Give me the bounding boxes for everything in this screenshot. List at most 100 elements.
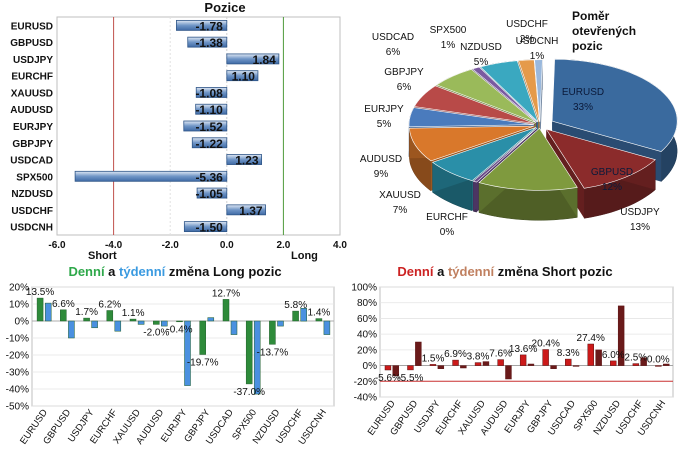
bar-spx500-s1 [587,343,594,366]
pie-slice-usdcad [436,69,537,123]
data-label-gbpjpy: 20.4% [532,339,560,350]
category-label-usdchf: USDCHF [11,206,53,217]
short-change-title: Denní a týdenní změna Short pozic [397,264,612,279]
x-tick-label: 2.0 [276,240,290,251]
bar-eurchf [226,70,259,82]
plot-frame [379,286,674,398]
bar-usdcad [226,154,263,165]
long-change-chart: Denní a týdenní změna Long pozic 20% 10% 0… [6,264,335,447]
bar-eurchf-s2 [460,365,467,369]
pie-pct-audusd: 9% [374,169,389,180]
y-tick-label: 0% [15,317,30,328]
data-label-nzdusd: -13.7% [257,347,289,358]
category-label-eurusd: EURUSD [11,21,53,32]
bar-spx500-s2 [595,349,602,366]
bar-spx500-s1 [245,320,253,385]
pie-title-line: otevřených [572,24,636,38]
pie-slice-xauusd [431,127,537,182]
bar-xauusd-s2 [137,320,145,325]
bar-eurjpy [183,120,228,132]
value-label-nzdusd: -1.05 [195,187,223,201]
pie-label-nzdusd: NZDUSD [460,42,502,53]
value-label-xauusd: -1.08 [195,86,223,100]
positions-title: Pozice [204,0,245,15]
bar-gbpusd-s1 [407,365,414,371]
pie-pct-eurjpy: 5% [377,119,392,130]
data-label-eurchf: 6.9% [444,349,467,360]
data-label-gbpusd: -5.5% [397,373,423,384]
pie-pct-usdjpy: 13% [630,222,650,233]
value-label-usdcad: 1.23 [235,154,259,168]
title-part: Denní [68,264,105,279]
value-label-usdcnh: -1.50 [195,221,223,235]
pie-label-eurusd: EURUSD [562,87,604,98]
pie-title-line: Poměr [572,9,610,23]
bar-usdchf-s1 [292,310,299,322]
value-label-usdchf: 1.37 [239,204,263,218]
bar-nzdusd-s2 [617,305,625,366]
pie-label-usdcad: USDCAD [372,32,414,43]
value-label-gbpjpy: -1.22 [195,137,223,151]
pie-slice-gbpusd [545,128,656,189]
long-change-title: Denní a týdenní změna Long pozic [68,264,281,279]
bar-audusd-s2 [161,320,168,327]
bar-usdcnh-s1 [315,318,323,322]
bar-gbpusd-s2 [68,320,75,339]
y-tick-label: -40% [354,393,377,404]
pie-slice-nzdusd [479,60,539,123]
bar-gbpjpy-s2 [550,365,557,369]
value-label-eurjpy: -1.52 [195,120,223,134]
title-part: Denní [397,264,434,279]
y-tick-label: -10% [6,334,29,345]
category-label-usdjpy: USDJPY [13,55,53,66]
value-label-audusd: -1.10 [195,103,223,117]
bar-eurchf-s2 [114,320,122,332]
y-tick-label: 60% [357,314,377,325]
value-label-usdjpy: 1.84 [253,53,277,67]
pie-pct-xauusd: 7% [393,205,408,216]
data-label-xauusd: 1.1% [122,308,145,319]
pie-pct-usdcad: 6% [386,47,401,58]
bar-gbpusd [187,36,228,48]
title-part: týdenní [119,264,166,279]
bar-nzdusd-s1 [269,320,276,345]
pie-slice-audusd [409,125,535,162]
bar-gbpusd-s1 [60,309,67,322]
category-label-xauusd: XAUUSD [11,88,53,99]
title-part: změna Short pozic [494,264,612,279]
data-label-audusd: -2.0% [143,327,169,338]
pie-label-gbpusd: GBPUSD [591,167,633,178]
category-label-eurchf: EURCHF [11,72,53,83]
bar-usdjpy [226,53,280,65]
pie-pct-nzdusd: 5% [474,57,489,68]
pie-slice-gbpjpy [413,85,535,124]
y-tick-label: 40% [357,330,377,341]
data-label-usdchf: 5.8% [284,300,307,311]
bar-nzdusd-s1 [610,360,617,366]
y-tick-label: -40% [6,385,29,396]
data-label-usdchf: 2.5% [624,353,647,364]
bar-usdcad-s2 [572,365,580,367]
category-label-eurjpy: EURJPY [13,122,53,133]
positions-chart: Pozice EURUSD GBPUSD USDJPY EURCHF XAUUSD AUD… [10,0,347,262]
data-label-usdjpy: 1.7% [75,307,98,318]
category-label-gbpusd: GBPUSD [10,38,53,49]
y-tick-label: 10% [9,300,29,311]
bar-usdcnh [183,221,228,233]
bar-eurusd-s2 [44,302,52,322]
title-part: a [433,264,447,279]
data-label-usdjpy: 1.5% [422,353,445,364]
bar-usdjpy-s1 [83,317,90,322]
category-label-usdcad: USDCAD [10,156,53,167]
pie-label-xauusd: XAUUSD [379,190,421,201]
pie-label-spx500: SPX500 [430,25,467,36]
bar-eurusd [176,19,228,31]
long-annotation: Long [291,250,318,262]
plot-frame [31,286,335,407]
data-label-nzdusd: 6.0% [602,350,625,361]
data-label-eurjpy: 13.6% [509,344,537,355]
pie-slice-eurjpy [408,107,535,128]
y-tick-label: -20% [354,377,377,388]
y-tick-label: -20% [6,351,29,362]
